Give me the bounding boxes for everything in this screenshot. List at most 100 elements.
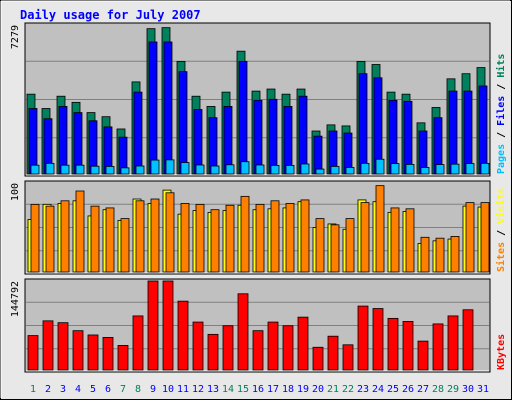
bar-pages: [360, 162, 370, 175]
bar-pages: [300, 163, 310, 175]
bar-sites: [90, 205, 100, 273]
legend-entry: /: [496, 78, 507, 96]
x-tick-label: 12: [192, 384, 204, 395]
bar-sites: [45, 205, 55, 273]
bar-pages: [465, 163, 475, 175]
bar-kbytes: [267, 321, 279, 371]
bar-pages: [120, 167, 130, 175]
x-tick-label: 6: [105, 384, 111, 395]
bar-files: [463, 90, 473, 175]
bar-sites: [270, 200, 280, 273]
bar-pages: [435, 164, 445, 175]
bar-files: [478, 85, 488, 175]
x-tick-label: 26: [402, 384, 414, 395]
x-tick-label: 17: [267, 384, 279, 395]
bar-pages: [285, 165, 295, 175]
bar-files: [73, 112, 83, 175]
bar-sites: [480, 202, 490, 273]
bar-kbytes: [147, 280, 159, 371]
bar-files: [28, 108, 38, 175]
bar-pages: [225, 164, 235, 175]
bar-pages: [165, 159, 175, 175]
legend-entry: Pages: [496, 144, 507, 174]
bar-kbytes: [462, 309, 474, 371]
bar-kbytes: [327, 335, 339, 371]
x-tick-label: 14: [222, 384, 234, 395]
bar-pages: [75, 164, 85, 175]
bar-pages: [180, 162, 190, 175]
bar-sites: [225, 204, 235, 273]
bar-pages: [420, 167, 430, 175]
legend-entry: /: [496, 224, 507, 242]
bar-sites: [345, 218, 355, 273]
bar-kbytes: [282, 325, 294, 371]
bar-kbytes: [312, 346, 324, 371]
bar-files: [133, 91, 143, 175]
bar-pages: [60, 164, 70, 175]
bar-kbytes: [357, 305, 369, 371]
bar-kbytes: [402, 321, 414, 371]
x-tick-label: 21: [327, 384, 339, 395]
legend-entry: KBytes: [496, 334, 507, 370]
bar-pages: [375, 158, 385, 175]
x-tick-label: 13: [207, 384, 219, 395]
bar-pages: [240, 161, 250, 175]
x-tick-label: 20: [312, 384, 324, 395]
x-tick-label: 27: [417, 384, 429, 395]
bar-sites: [315, 218, 325, 273]
bar-sites: [180, 203, 190, 273]
legend-bottom: KBytes: [496, 334, 507, 370]
bar-files: [253, 99, 263, 175]
bar-sites: [330, 224, 340, 273]
x-tick-label: 23: [357, 384, 369, 395]
bar-sites: [210, 209, 220, 273]
bar-pages: [450, 163, 460, 175]
x-tick-label: 25: [387, 384, 399, 395]
legend-entry: Hits: [495, 54, 507, 78]
x-tick-label: 16: [252, 384, 264, 395]
x-tick-label: 11: [177, 384, 189, 395]
bar-kbytes: [447, 315, 459, 371]
bar-sites: [360, 202, 370, 273]
bar-sites: [75, 190, 85, 273]
x-tick-label: 4: [75, 384, 81, 395]
bar-sites: [450, 235, 460, 273]
x-tick-label: 9: [150, 384, 156, 395]
bar-files: [358, 73, 368, 175]
bar-sites: [300, 199, 310, 273]
bar-pages: [30, 164, 40, 175]
bar-sites: [285, 203, 295, 273]
ymax-label-middle: 100: [10, 183, 21, 201]
x-tick-label: 2: [45, 384, 51, 395]
bar-kbytes: [342, 344, 354, 371]
bar-pages: [210, 165, 220, 175]
bar-kbytes: [177, 300, 189, 371]
bar-kbytes: [222, 325, 234, 371]
bar-kbytes: [297, 316, 309, 371]
x-tick-label: 18: [282, 384, 294, 395]
bar-pages: [330, 166, 340, 175]
bar-sites: [390, 207, 400, 273]
bar-kbytes: [87, 334, 99, 371]
bar-pages: [270, 165, 280, 175]
legend-entry: Sites: [495, 242, 507, 272]
bar-sites: [60, 200, 70, 273]
bar-pages: [255, 164, 265, 175]
bar-kbytes: [27, 335, 39, 371]
bar-kbytes: [417, 340, 429, 371]
bar-pages: [90, 165, 100, 175]
x-tick-label: 1: [30, 384, 36, 395]
x-tick-label: 5: [90, 384, 96, 395]
bar-pages: [405, 163, 415, 175]
x-tick-label: 8: [135, 384, 141, 395]
bar-kbytes: [207, 333, 219, 371]
x-tick-label: 30: [462, 384, 474, 395]
bar-sites: [120, 218, 130, 273]
bar-sites: [30, 203, 40, 273]
bar-kbytes: [387, 317, 399, 371]
bar-sites: [465, 202, 475, 273]
bar-kbytes: [432, 323, 444, 371]
bar-kbytes: [57, 322, 69, 371]
x-tick-label: 29: [447, 384, 459, 395]
